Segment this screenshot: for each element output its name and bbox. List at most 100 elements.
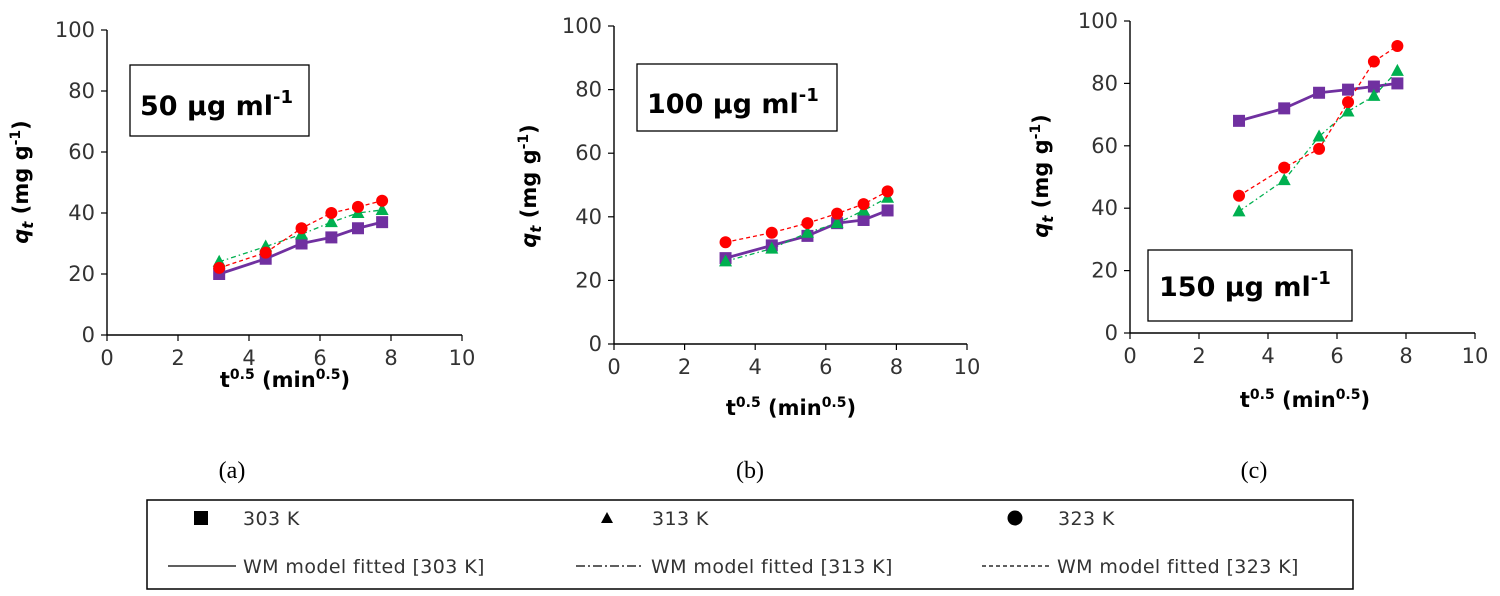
data-point-313k <box>375 202 389 215</box>
legend-marker-square-icon <box>194 511 208 525</box>
y-tick-label: 0 <box>589 332 602 356</box>
y-tick-label: 80 <box>1091 71 1118 95</box>
data-point-323k <box>351 200 364 213</box>
data-point-303k <box>857 213 870 226</box>
data-point-303k <box>1233 114 1246 127</box>
data-point-323k <box>831 207 844 220</box>
x-tick-label: 4 <box>1261 344 1274 368</box>
data-point-323k <box>1278 161 1291 174</box>
x-tick-label: 8 <box>384 346 397 370</box>
x-axis-label: t0.5 (min0.5) <box>1240 387 1370 412</box>
data-point-313k <box>719 254 733 267</box>
series-line-323k <box>1238 45 1398 197</box>
y-axis-label: qt (mg g-1) <box>516 124 545 248</box>
concentration-box <box>636 63 838 132</box>
data-point-323k <box>213 261 226 274</box>
y-tick-label: 100 <box>55 18 95 42</box>
data-point-323k <box>1342 96 1355 109</box>
data-point-323k <box>881 185 894 198</box>
data-point-323k <box>719 236 732 249</box>
x-tick-label: 10 <box>449 346 476 370</box>
data-point-323k <box>1391 39 1404 52</box>
legend-marker-circle-icon <box>1007 510 1023 526</box>
data-point-323k <box>325 207 338 219</box>
x-tick-label: 2 <box>1192 344 1205 368</box>
data-point-303k <box>1367 80 1380 93</box>
y-tick-label: 0 <box>1105 321 1118 345</box>
data-point-313k <box>1390 63 1404 76</box>
y-tick-label: 100 <box>1078 9 1118 33</box>
y-tick-label: 60 <box>1091 134 1118 158</box>
legend-label-323: 323 K <box>1058 508 1115 530</box>
y-tick-label: 20 <box>575 268 602 292</box>
data-point-303k <box>1342 83 1355 96</box>
y-axis-label: qt (mg g-1) <box>1028 114 1057 238</box>
legend-label-wm-313: WM model fitted [313 K] <box>651 556 893 578</box>
x-tick-label: 6 <box>1330 344 1343 368</box>
concentration-box <box>129 64 310 137</box>
x-axis-label: t0.5 (min0.5) <box>220 367 350 392</box>
data-point-303k <box>1278 102 1291 115</box>
data-point-303k <box>1313 86 1326 99</box>
data-point-323k <box>295 222 308 235</box>
data-point-313k <box>1367 88 1381 101</box>
data-point-313k <box>1232 204 1246 217</box>
y-tick-label: 40 <box>68 201 95 225</box>
data-point-313k <box>830 216 844 229</box>
data-point-323k <box>1313 142 1326 155</box>
y-tick-label: 60 <box>68 140 95 164</box>
data-point-323k <box>376 194 389 207</box>
data-point-303k <box>295 237 308 250</box>
legend-label-wm-303: WM model fitted [303 K] <box>243 556 485 578</box>
data-point-303k <box>325 231 338 244</box>
data-point-323k <box>765 226 778 239</box>
x-tick-label: 4 <box>242 346 255 370</box>
x-tick-label: 2 <box>678 355 691 379</box>
x-tick-label: 4 <box>749 355 762 379</box>
data-point-323k <box>1233 189 1246 202</box>
panel-caption: (c) <box>1241 458 1268 484</box>
y-tick-label: 0 <box>82 323 95 347</box>
data-point-323k <box>857 198 870 211</box>
y-tick-label: 100 <box>562 14 602 38</box>
legend-label-wm-323: WM model fitted [323 K] <box>1057 556 1299 578</box>
data-point-303k <box>1391 77 1404 90</box>
legend: 303 K 313 K 323 K WM model fitted [303 K… <box>146 499 1354 590</box>
y-tick-label: 80 <box>575 78 602 102</box>
panel-caption: (b) <box>736 458 764 484</box>
legend-label-313: 313 K <box>652 508 709 530</box>
series-line-313k <box>218 209 383 263</box>
data-point-313k <box>1277 173 1291 186</box>
concentration-label: 150 μg ml-1 <box>1159 268 1331 303</box>
legend-label-303: 303 K <box>243 508 300 530</box>
data-point-313k <box>1312 129 1326 142</box>
x-tick-label: 8 <box>890 355 903 379</box>
legend-border <box>146 499 1354 590</box>
y-tick-label: 80 <box>68 79 95 103</box>
x-tick-label: 0 <box>1123 344 1136 368</box>
x-tick-label: 8 <box>1399 344 1412 368</box>
data-point-323k <box>1367 55 1380 68</box>
concentration-label: 100 μg ml-1 <box>647 85 819 120</box>
x-tick-label: 10 <box>1462 344 1489 368</box>
x-tick-label: 0 <box>607 355 620 379</box>
data-point-323k <box>801 217 814 230</box>
panel-caption: (a) <box>219 458 246 484</box>
x-tick-label: 6 <box>819 355 832 379</box>
data-point-303k <box>351 222 364 235</box>
y-tick-label: 60 <box>575 141 602 165</box>
series-line-313k <box>1238 70 1398 212</box>
concentration-box <box>1147 249 1353 322</box>
concentration-label: 50 μg ml-1 <box>140 87 293 122</box>
x-tick-label: 6 <box>313 346 326 370</box>
data-point-313k <box>1341 104 1355 117</box>
y-tick-label: 40 <box>575 205 602 229</box>
y-tick-label: 20 <box>1091 259 1118 283</box>
y-tick-label: 40 <box>1091 196 1118 220</box>
x-axis-label: t0.5 (min0.5) <box>726 395 856 420</box>
chart-panel-3: 0 20 40 60 80 100 0 2 4 6 8 10 150 μg ml-1 qt (mg g-1… <box>1028 9 1488 484</box>
data-point-303k <box>376 216 389 229</box>
data-point-313k <box>765 241 779 254</box>
